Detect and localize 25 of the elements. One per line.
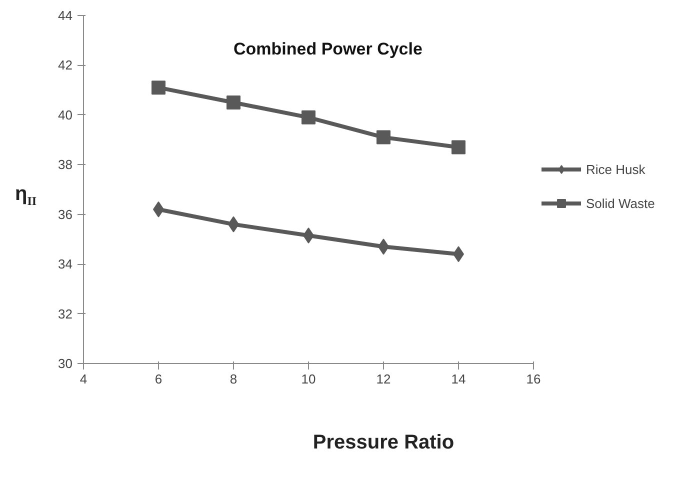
y-tick-label: 36 <box>58 206 73 222</box>
x-tick-label: 6 <box>154 372 162 386</box>
text: Combined Power Cycle <box>234 40 422 58</box>
x-axis-title: Pressure Ratio <box>312 432 454 454</box>
y-tick-label: 32 <box>58 306 73 322</box>
point <box>226 96 240 110</box>
y-tick-label: 40 <box>58 107 73 122</box>
legend-label: Rice Husk <box>586 162 646 176</box>
x-tick-label: 14 <box>451 372 466 386</box>
x-tick-label: 8 <box>230 372 238 386</box>
point <box>376 130 390 144</box>
legend-label: Solid Waste <box>586 196 656 210</box>
x-tick-label: 4 <box>80 372 88 386</box>
point <box>302 110 316 124</box>
y-tick-label: 38 <box>58 157 73 172</box>
y-axis-title: η$_{II}$ <box>15 182 37 210</box>
y-tick-label: 30 <box>58 356 73 371</box>
point <box>152 80 166 95</box>
x-tick-label: 10 <box>301 372 316 386</box>
y-tick-label: 44 <box>58 8 73 23</box>
x-tick-label: 16 <box>526 372 541 386</box>
y-tick-label: 34 <box>58 256 73 272</box>
y-tick-label: 42 <box>58 58 73 73</box>
point <box>452 140 466 154</box>
x-tick-label: 12 <box>376 372 391 386</box>
